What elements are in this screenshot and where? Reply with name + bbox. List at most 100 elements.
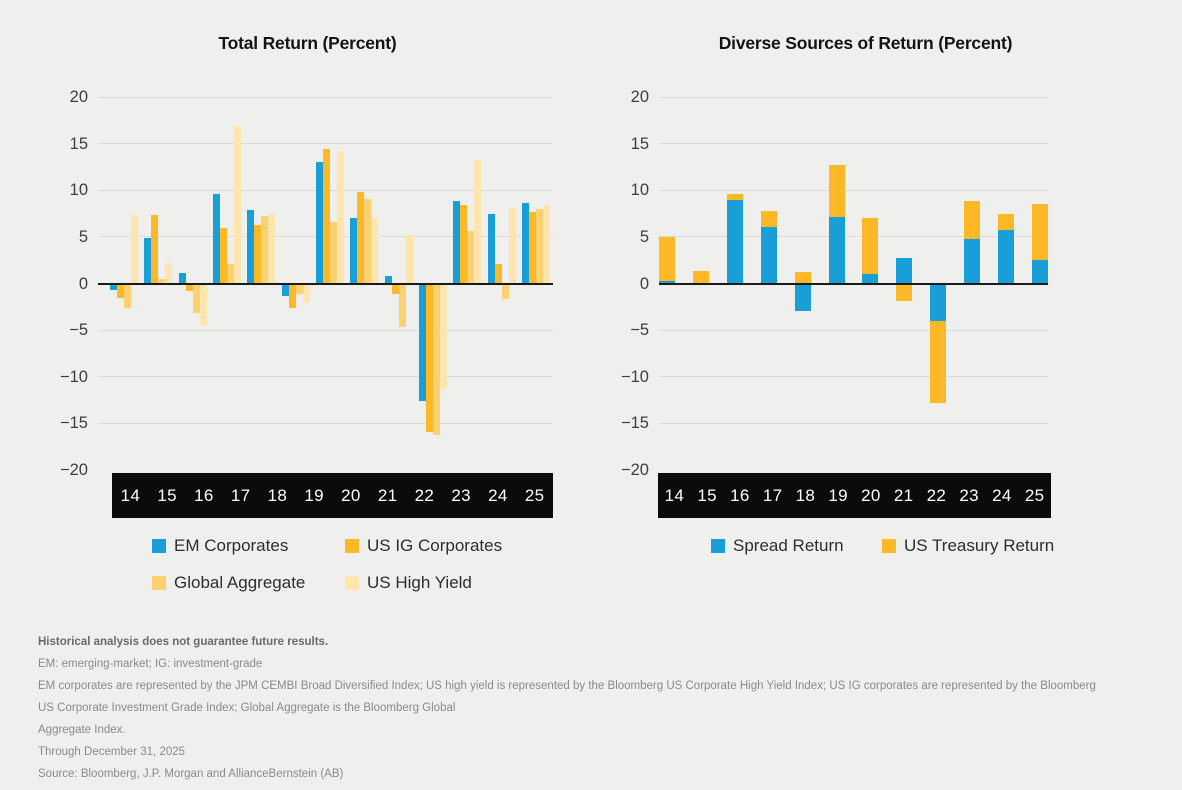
legend-item-us-treasury-return: US Treasury Return	[882, 536, 1054, 556]
bar-us-ig-corporates	[460, 205, 468, 284]
y-tick-label: −5	[630, 321, 649, 340]
legend-swatch-us-treasury-return	[882, 539, 896, 553]
bar-us-treasury-return	[794, 271, 811, 284]
bar-spread-return	[828, 217, 845, 284]
gridline	[98, 376, 553, 378]
bar-em-corporates	[418, 283, 426, 401]
bar-global-aggregate	[261, 216, 269, 284]
gridline	[659, 376, 1048, 378]
zero-axis	[659, 282, 1048, 285]
bar-global-aggregate	[158, 278, 166, 284]
y-tick-label: 15	[630, 134, 649, 153]
x-tick-label: 21	[893, 485, 914, 505]
x-tick-label: 20	[341, 485, 361, 505]
bar-spread-return	[726, 199, 743, 284]
gridline	[659, 143, 1048, 145]
bar-us-high-yield	[165, 262, 173, 284]
bar-us-treasury-return	[692, 271, 709, 283]
gridline	[98, 143, 553, 145]
y-tick-label: 10	[630, 181, 649, 200]
bar-us-high-yield	[233, 125, 241, 284]
bar-us-high-yield	[336, 151, 344, 284]
bar-em-corporates	[178, 273, 186, 284]
bar-us-ig-corporates	[425, 283, 433, 432]
bar-us-ig-corporates	[219, 227, 227, 284]
y-tick-label: 20	[630, 88, 649, 106]
footnote-line: Through December 31, 2025	[38, 746, 186, 758]
bar-global-aggregate	[364, 198, 372, 284]
x-tick-label: 19	[304, 485, 324, 505]
x-tick-label: 23	[451, 485, 471, 505]
x-tick-label: 15	[157, 485, 177, 505]
x-tick-label: 16	[194, 485, 214, 505]
y-tick-label: −10	[60, 367, 88, 386]
bar-us-ig-corporates	[151, 215, 159, 284]
bar-global-aggregate	[432, 283, 440, 436]
bar-us-treasury-return	[659, 236, 675, 282]
gridline	[659, 329, 1048, 331]
bar-global-aggregate	[226, 263, 234, 284]
bar-us-treasury-return	[1031, 203, 1048, 261]
x-tick-label: 17	[762, 485, 783, 505]
bar-global-aggregate	[467, 231, 475, 284]
legend-label-em-corporates: EM Corporates	[174, 536, 289, 555]
bar-spread-return	[964, 238, 981, 284]
bar-em-corporates	[144, 237, 152, 284]
x-axis-band: 14 15 16 17 18 19 20 21 22 23 24 25	[658, 473, 1051, 518]
bar-us-ig-corporates	[528, 211, 536, 284]
legend-label-us-ig-corporates: US IG Corporates	[367, 536, 503, 555]
gridline	[659, 422, 1048, 424]
bar-us-treasury-return	[930, 320, 947, 403]
zero-axis	[98, 282, 553, 285]
chart-title-right: Diverse Sources of Return (Percent)	[718, 33, 1013, 53]
bar-us-ig-corporates	[254, 224, 262, 284]
bar-us-ig-corporates	[357, 192, 365, 284]
x-tick-label: 14	[120, 485, 141, 505]
bar-us-treasury-return	[760, 210, 777, 227]
x-tick-label: 16	[730, 485, 750, 505]
gridline	[659, 236, 1048, 238]
y-tick-label: 10	[69, 181, 88, 200]
x-tick-label: 20	[861, 485, 881, 505]
y-tick-label: −15	[60, 414, 88, 433]
gridline	[98, 329, 553, 331]
y-tick-label: −10	[621, 367, 649, 386]
footnote-line: EM corporates are represented by the JPM…	[38, 680, 1096, 692]
bar-spread-return	[1031, 260, 1048, 284]
gridline	[98, 96, 553, 98]
legend-label-us-high-yield: US High Yield	[367, 573, 472, 592]
bar-us-ig-corporates	[185, 283, 193, 291]
gridline	[659, 96, 1048, 98]
bar-us-ig-corporates	[391, 283, 399, 294]
bar-global-aggregate	[535, 208, 543, 284]
bar-em-corporates	[110, 283, 117, 291]
bar-em-corporates	[521, 203, 529, 284]
legend-item-us-high-yield: US High Yield	[345, 573, 472, 593]
bar-us-treasury-return	[896, 283, 913, 302]
bar-us-high-yield	[199, 283, 207, 327]
footnotes: Historical analysis does not guarantee f…	[38, 631, 1148, 785]
bar-em-corporates	[281, 283, 289, 296]
y-tick-label: −20	[621, 461, 649, 479]
gridline	[98, 422, 553, 424]
bar-global-aggregate	[192, 283, 200, 314]
legend-swatch-spread-return	[711, 539, 725, 553]
bar-us-high-yield	[542, 205, 550, 284]
bar-spread-return	[659, 281, 675, 284]
bar-spread-return	[998, 230, 1014, 284]
y-tick-label: −5	[69, 321, 88, 340]
y-tick-label: 5	[78, 227, 88, 246]
bar-global-aggregate	[329, 221, 337, 284]
x-tick-label: 15	[697, 485, 717, 505]
bar-em-corporates	[453, 200, 461, 284]
x-tick-label: 21	[377, 485, 398, 505]
chart-title-left: Total Return (Percent)	[218, 33, 397, 53]
bar-spread-return	[760, 226, 777, 284]
x-tick-label: 22	[414, 485, 435, 505]
legend-item-us-ig-corporates: US IG Corporates	[345, 536, 502, 556]
x-tick-label: 24	[992, 485, 1012, 505]
bar-em-corporates	[247, 209, 255, 284]
bar-us-high-yield	[439, 283, 447, 389]
x-tick-label: 23	[959, 485, 979, 505]
legend-label-spread-return: Spread Return	[733, 536, 844, 555]
